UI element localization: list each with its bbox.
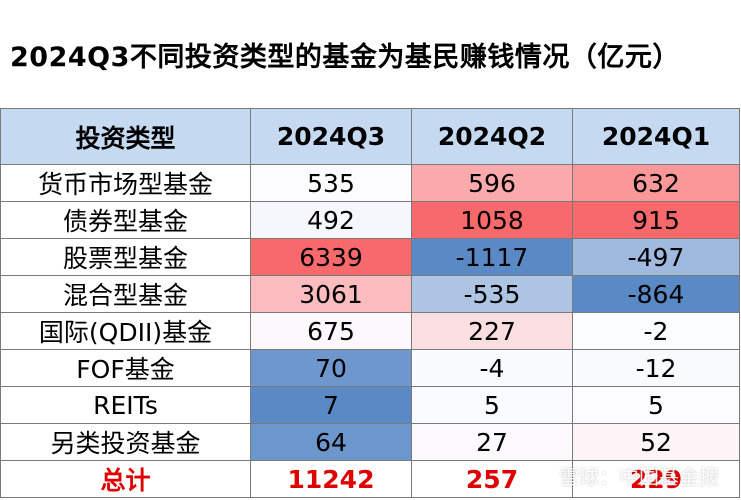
table-row: 国际(QDII)基金 675 227 -2 — [0, 312, 740, 350]
row-label: 股票型基金 — [0, 238, 251, 276]
table-row: 股票型基金 6339 -1117 -497 — [0, 238, 740, 276]
row-label: FOF基金 — [0, 349, 251, 387]
value-cell: 3061 — [250, 275, 412, 313]
total-value: 11242 — [250, 460, 412, 498]
row-label: 债券型基金 — [0, 201, 251, 239]
value-cell: 5 — [572, 386, 740, 424]
header-row: 投资类型 2024Q3 2024Q2 2024Q1 — [0, 108, 740, 165]
value-cell: -497 — [572, 238, 740, 276]
total-value: 229 — [572, 460, 740, 498]
value-cell: 7 — [250, 386, 412, 424]
header-period: 2024Q2 — [411, 108, 573, 165]
value-cell: 52 — [572, 423, 740, 461]
header-type: 投资类型 — [0, 108, 251, 165]
value-cell: 227 — [411, 312, 573, 350]
total-row: 总计 11242 257 229 — [0, 460, 740, 498]
value-cell: -864 — [572, 275, 740, 313]
page-title: 2024Q3不同投资类型的基金为基民赚钱情况（亿元） — [10, 41, 680, 73]
value-cell: 492 — [250, 201, 412, 239]
value-cell: 596 — [411, 164, 573, 202]
table-row: 另类投资基金 64 27 52 — [0, 423, 740, 461]
row-label: 国际(QDII)基金 — [0, 312, 251, 350]
table-row: FOF基金 70 -4 -12 — [0, 349, 740, 387]
value-cell: -535 — [411, 275, 573, 313]
total-label: 总计 — [0, 460, 251, 498]
value-cell: 6339 — [250, 238, 412, 276]
value-cell: 675 — [250, 312, 412, 350]
value-cell: 5 — [411, 386, 573, 424]
row-label: REITs — [0, 386, 251, 424]
value-cell: -4 — [411, 349, 573, 387]
header-period: 2024Q3 — [250, 108, 412, 165]
value-cell: 70 — [250, 349, 412, 387]
table-row: 债券型基金 492 1058 915 — [0, 201, 740, 239]
total-value: 257 — [411, 460, 573, 498]
value-cell: 64 — [250, 423, 412, 461]
table-row: 货币市场型基金 535 596 632 — [0, 164, 740, 202]
table-row: 混合型基金 3061 -535 -864 — [0, 275, 740, 313]
table-body: 货币市场型基金 535 596 632 债券型基金 492 1058 915 股票型基金 6339… — [0, 164, 740, 498]
row-label: 货币市场型基金 — [0, 164, 251, 202]
fund-profit-table: 投资类型 2024Q3 2024Q2 2024Q1 货币市场型基金 535 596 632 债… — [0, 108, 740, 498]
value-cell: 632 — [572, 164, 740, 202]
value-cell: 1058 — [411, 201, 573, 239]
row-label: 混合型基金 — [0, 275, 251, 313]
value-cell: 535 — [250, 164, 412, 202]
value-cell: -1117 — [411, 238, 573, 276]
value-cell: 27 — [411, 423, 573, 461]
value-cell: 915 — [572, 201, 740, 239]
table-row: REITs 7 5 5 — [0, 386, 740, 424]
value-cell: -12 — [572, 349, 740, 387]
header-period: 2024Q1 — [572, 108, 740, 165]
row-label: 另类投资基金 — [0, 423, 251, 461]
value-cell: -2 — [572, 312, 740, 350]
